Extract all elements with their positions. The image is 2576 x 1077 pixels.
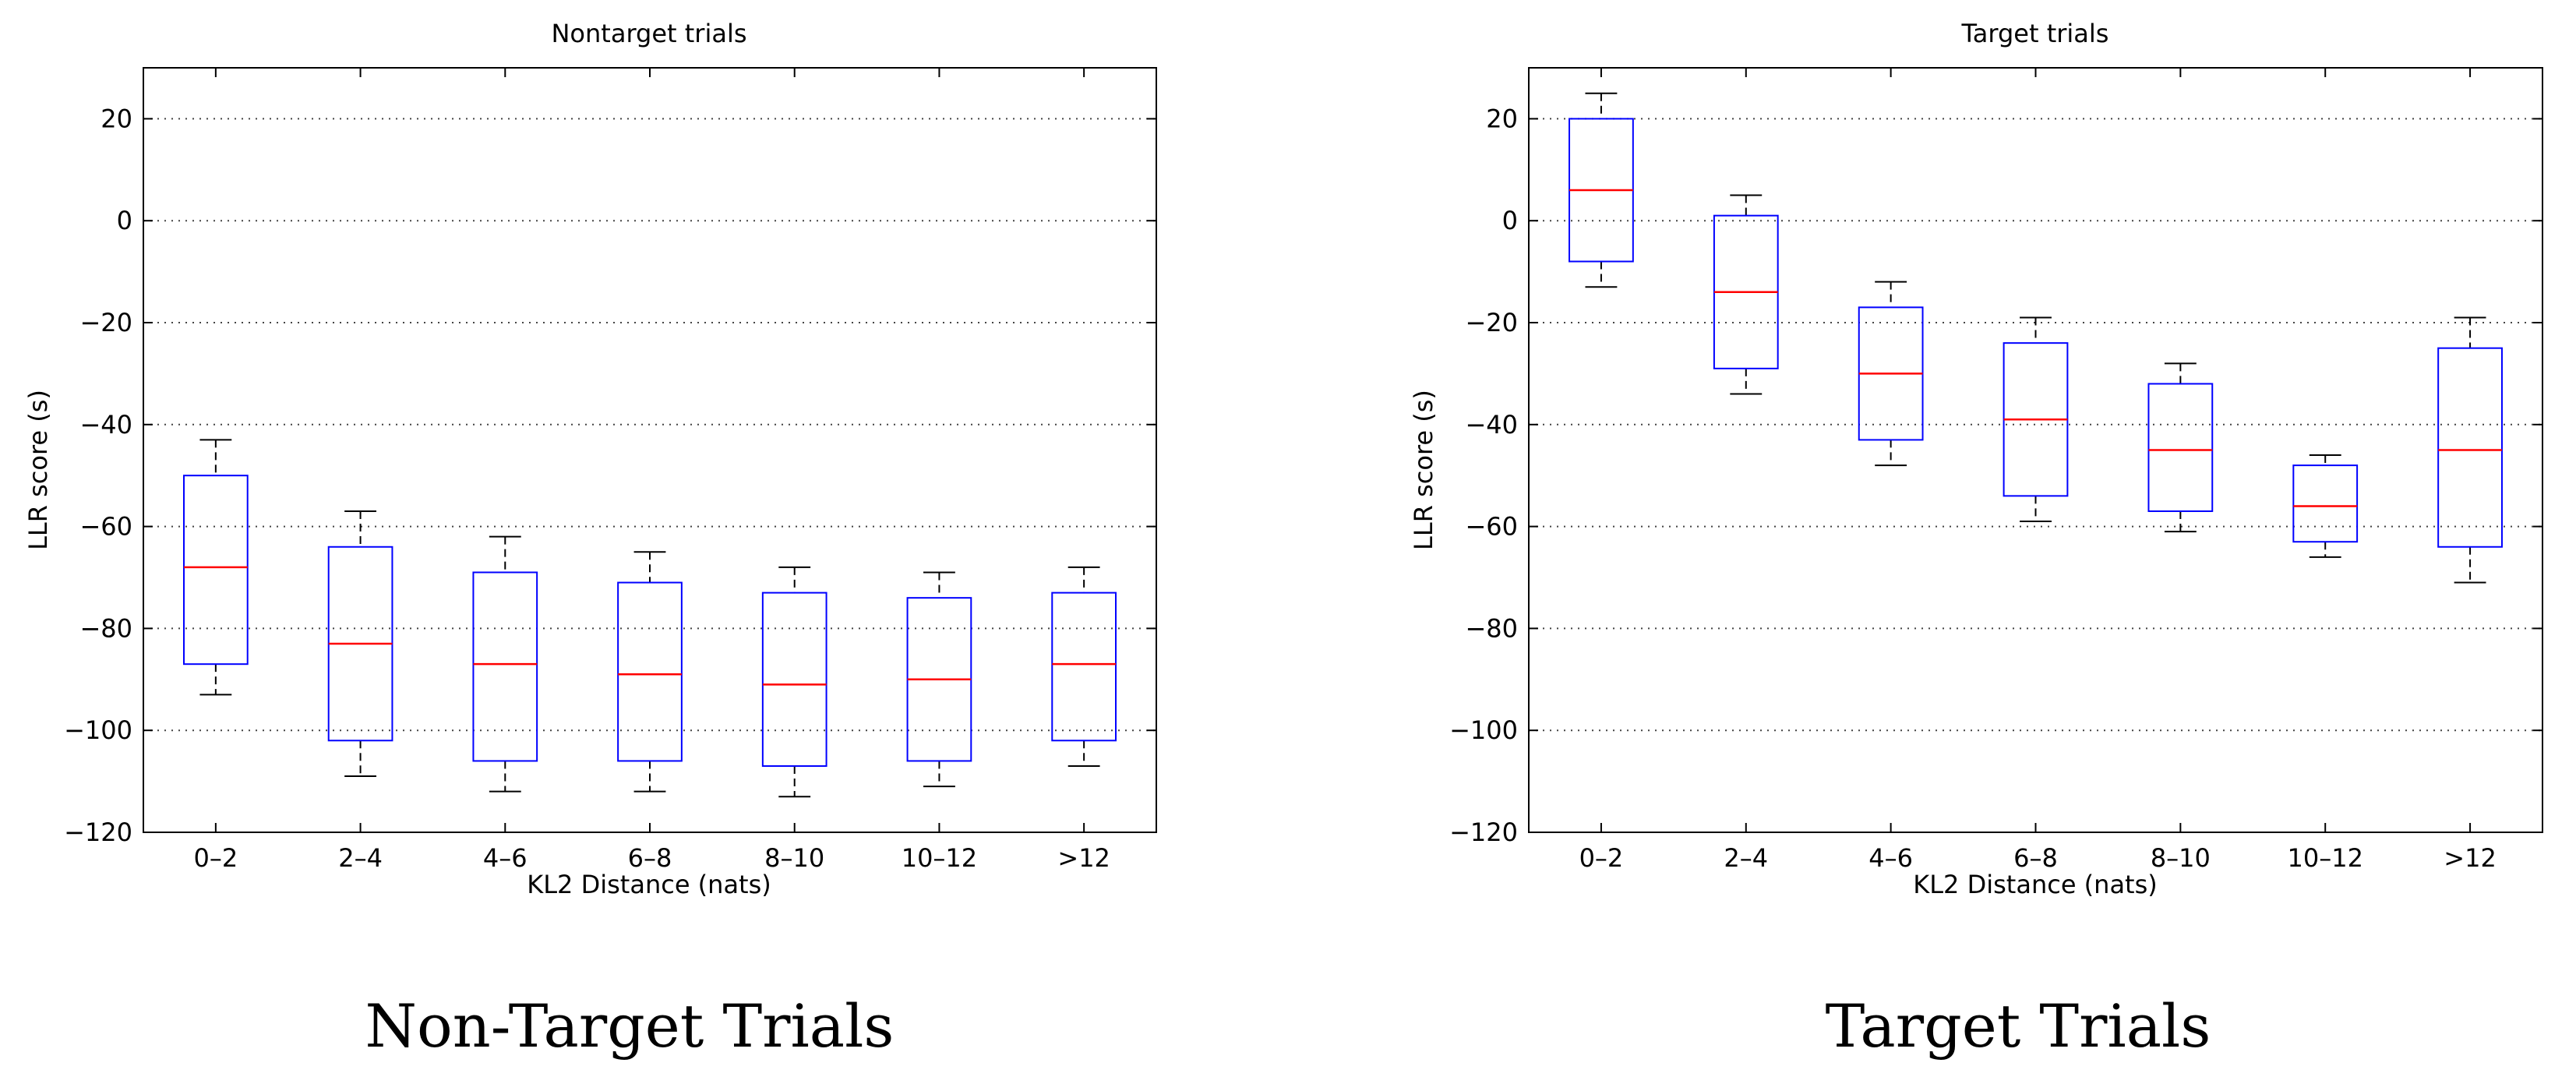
x-tick-label: 6–8: [2013, 843, 2058, 873]
x-tick-label: 8–10: [764, 843, 824, 873]
x-tick-label: 4–6: [483, 843, 528, 873]
y-tick-label: −40: [1465, 410, 1518, 440]
x-tick-label: 2–4: [1724, 843, 1768, 873]
figure-caption: Non-Target Trials: [365, 991, 895, 1061]
y-tick-label: 20: [1486, 104, 1518, 133]
plot-frame: [1528, 67, 2543, 833]
x-axis-label: KL2 Distance (nats): [527, 870, 771, 899]
box: [183, 475, 249, 666]
box: [1051, 591, 1117, 742]
x-tick-label: 0–2: [1579, 843, 1624, 873]
y-tick-label: −60: [79, 512, 132, 542]
x-tick-label: >12: [1057, 843, 1110, 873]
y-tick-label: −20: [79, 308, 132, 337]
y-tick-label: 20: [101, 104, 132, 133]
y-tick-label: −120: [1449, 817, 1518, 847]
box: [2437, 347, 2503, 548]
y-tick-label: −80: [79, 613, 132, 643]
x-tick-label: 6–8: [628, 843, 672, 873]
x-tick-label: >12: [2444, 843, 2497, 873]
y-tick-label: −120: [64, 817, 132, 847]
chart-title: Nontarget trials: [551, 19, 746, 48]
target-chart-panel: Target trials 20 0 −20 −40 −60 −80 −100 −120 0–2…: [1409, 19, 2543, 1061]
y-axis-label: LLR score (s): [1409, 390, 1438, 550]
x-tick-label: 4–6: [1868, 843, 1913, 873]
x-tick-label: 2–4: [338, 843, 383, 873]
x-tick-label: 0–2: [193, 843, 238, 873]
box: [472, 571, 538, 762]
x-tick-label: 10–12: [2287, 843, 2363, 873]
box: [2147, 383, 2214, 512]
y-tick-label: −100: [1449, 715, 1518, 745]
figure-caption: Target Trials: [1826, 991, 2211, 1061]
box: [761, 591, 827, 767]
box: [2292, 464, 2359, 543]
chart-title: Target trials: [1961, 19, 2109, 48]
box: [617, 581, 683, 762]
y-tick-label: −40: [79, 410, 132, 440]
y-tick-label: −80: [1465, 613, 1518, 643]
x-tick-label: 8–10: [2151, 843, 2211, 873]
x-axis-label: KL2 Distance (nats): [1913, 870, 2158, 899]
y-axis-label: LLR score (s): [23, 390, 53, 550]
plot-frame: [143, 67, 1157, 833]
y-tick-label: 0: [1502, 206, 1518, 235]
y-tick-label: −100: [64, 715, 132, 745]
nontarget-chart-panel: Nontarget trials 20 0 −20 −40 −60 −80 −100 −120…: [23, 19, 1157, 1061]
y-tick-label: −20: [1465, 308, 1518, 337]
x-tick-label: 10–12: [902, 843, 977, 873]
y-tick-label: 0: [117, 206, 132, 235]
y-tick-label: −60: [1465, 512, 1518, 542]
